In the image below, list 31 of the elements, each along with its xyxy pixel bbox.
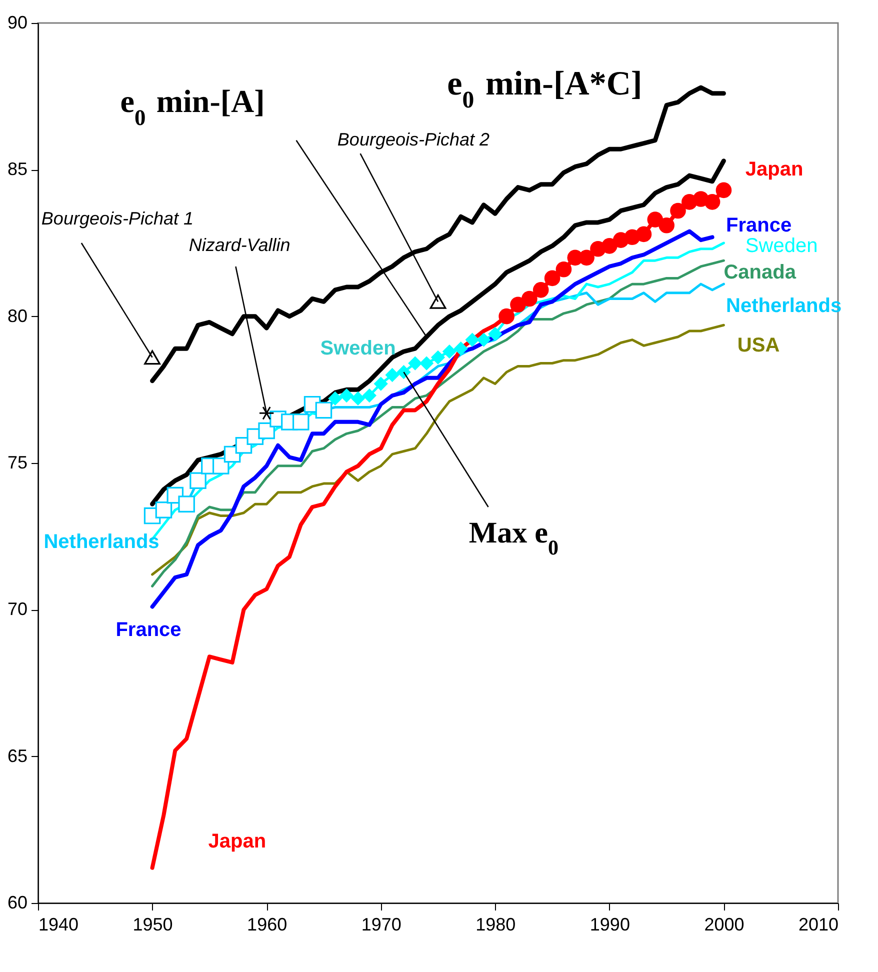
text: Nizard-Vallin: [188, 234, 290, 255]
y-tick-label: 80: [7, 306, 28, 326]
y-tick-label: 85: [7, 159, 28, 180]
series-label: France: [726, 214, 792, 236]
x-tick-label: 1970: [361, 914, 402, 934]
text: e$_{0}$ min-[A]: [120, 83, 265, 130]
annotation: Sweden: [320, 338, 396, 360]
x-tick-label: 2000: [704, 914, 744, 934]
series-label: USA: [737, 334, 780, 357]
y-tick-label: 65: [7, 746, 28, 766]
annotation: Netherlands: [44, 531, 160, 554]
series-label: e$_{0}$ min-[A*C]: [447, 66, 642, 114]
x-tick-label: 1980: [476, 914, 516, 934]
text: Bourgeois-Pichat 2: [337, 129, 490, 150]
series-label: Sweden: [745, 234, 818, 257]
y-tick-label: 60: [7, 892, 28, 912]
y-tick-label: 70: [7, 599, 28, 620]
annotation: Japan: [208, 830, 266, 852]
x-tick-label: 1960: [247, 914, 288, 934]
text: Max e$_{0}$: [468, 516, 558, 560]
x-tick-label: 1950: [132, 914, 173, 934]
y-tick-label: 90: [7, 12, 28, 32]
x-tick-label: 1990: [590, 914, 630, 934]
series-label: Canada: [724, 261, 797, 284]
y-tick-label: 75: [7, 452, 28, 472]
series-label: Japan: [745, 158, 804, 181]
x-tick-label: 1940: [38, 914, 79, 934]
annotation: France: [116, 619, 182, 642]
text: Bourgeois-Pichat 1: [41, 208, 194, 229]
series-label: Netherlands: [726, 295, 842, 318]
x-tick-label: 2010: [798, 914, 838, 934]
